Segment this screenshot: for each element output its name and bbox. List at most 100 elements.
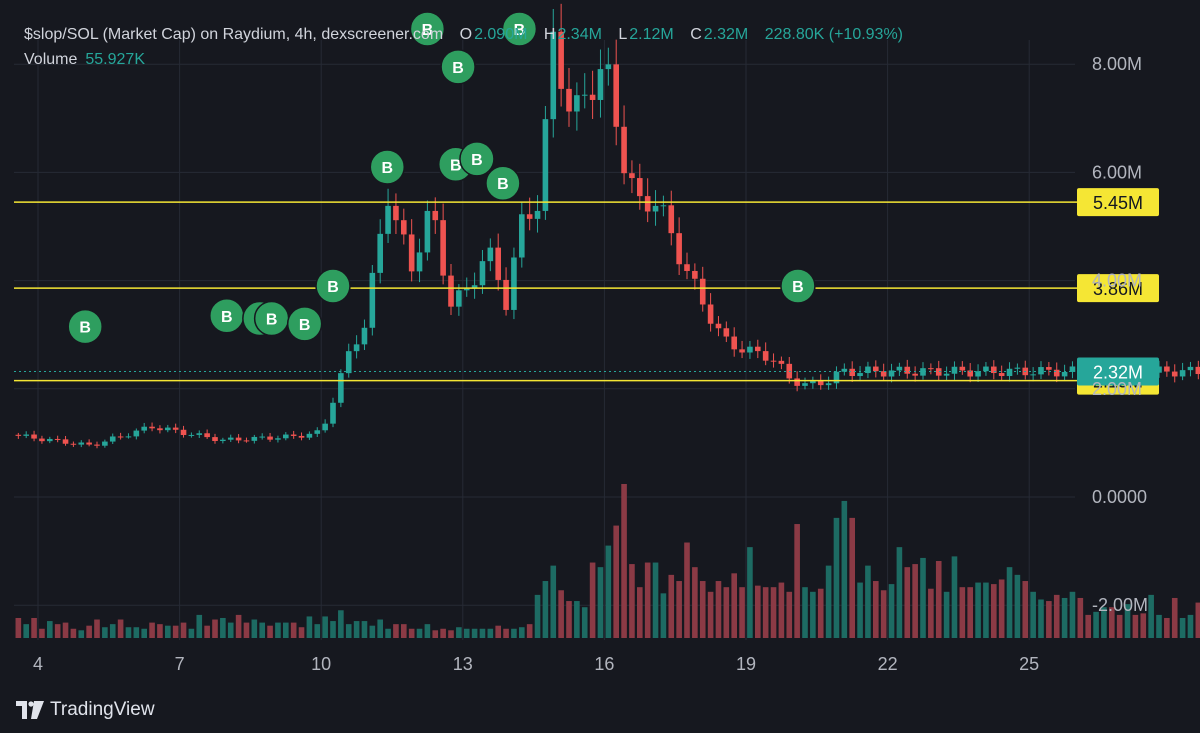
price-level-tag (1077, 274, 1159, 303)
candle-body (157, 428, 163, 431)
volume-bar (243, 622, 250, 638)
volume-bar (581, 607, 588, 638)
buy-marker-label: B (450, 157, 462, 174)
tradingview-branding[interactable]: TradingView (16, 699, 155, 721)
volume-bar (991, 584, 997, 638)
candle-body (605, 64, 612, 70)
volume-bar (1109, 607, 1115, 638)
volume-bar (1093, 611, 1099, 638)
candle-body (1171, 371, 1178, 377)
candle-body (165, 427, 171, 431)
candle-body (810, 380, 816, 384)
volume-bar (1085, 614, 1091, 638)
volume-bar (1069, 591, 1076, 638)
volume-bar (1132, 614, 1139, 638)
candle-body (471, 285, 478, 289)
volume-bar (479, 628, 486, 638)
candle-body (613, 64, 619, 127)
buy-marker-label: B (452, 60, 464, 77)
open-value: 2.090M (474, 26, 528, 43)
candle-body (503, 279, 509, 310)
candle-body (180, 429, 187, 436)
candle-body (322, 423, 328, 431)
candle-body (23, 434, 29, 436)
buy-marker-label: B (299, 317, 311, 334)
buy-marker (315, 268, 351, 304)
volume-bar (833, 517, 840, 638)
candle-body (267, 436, 273, 440)
volume-bar (920, 557, 926, 638)
volume-bar (495, 625, 501, 638)
candle-body (86, 442, 92, 445)
candle-body (912, 373, 918, 376)
candle-body (369, 272, 376, 328)
volume-bar (1006, 567, 1013, 638)
buy-markers[interactable]: BBBBBBBBBBBBBBB (67, 0, 816, 345)
volume-bar (39, 628, 45, 638)
volume-bar (314, 624, 321, 638)
volume-bar (896, 547, 903, 638)
y-tick-label: 4.00M (1092, 271, 1142, 291)
volume-bar (983, 582, 989, 638)
volume-bar (487, 628, 494, 638)
x-tick-label: 22 (878, 654, 898, 674)
volume-bar (566, 601, 572, 638)
candle-body (794, 378, 800, 386)
volume-bar (873, 581, 879, 638)
candle-body (47, 438, 53, 442)
volume-bar (865, 565, 871, 638)
volume-bar (755, 585, 761, 638)
volume-bar (707, 591, 714, 638)
candle-body (432, 210, 439, 221)
candle-body (463, 288, 470, 291)
volume-bar (1124, 604, 1131, 638)
buy-marker-label: B (497, 176, 509, 193)
candle-body (998, 373, 1005, 377)
volume-bar (165, 625, 171, 638)
volume-bar (330, 621, 336, 638)
candle-body (637, 178, 643, 197)
candle-body (983, 366, 989, 372)
candle-body (857, 373, 863, 377)
candle-body (896, 366, 903, 371)
grid-lines (14, 40, 1075, 640)
volume-bar (731, 573, 737, 638)
price-level-tag (1077, 188, 1159, 217)
volume-bar (196, 614, 203, 638)
candle-body (345, 351, 352, 374)
buy-marker-label: B (422, 22, 434, 39)
candle-body (212, 437, 218, 442)
volume-bar (416, 628, 423, 638)
volume-bar (322, 616, 328, 638)
volume-bar (290, 622, 297, 638)
volume-bar (298, 627, 305, 638)
symbol-title[interactable]: $slop/SOL (Market Cap) on Raydium, 4h, d… (24, 26, 444, 43)
candle-body (1006, 368, 1013, 377)
candle-body (755, 346, 761, 352)
candle-body (94, 444, 100, 446)
candle-body (967, 370, 973, 377)
volume-bar (70, 628, 77, 638)
candle-body (78, 442, 85, 445)
volume-label[interactable]: Volume (24, 51, 78, 68)
volume-bar (188, 628, 195, 638)
volume-bar (542, 581, 549, 638)
volume-bar (1140, 613, 1147, 638)
candle-body (495, 247, 501, 280)
candle-body (479, 261, 486, 286)
volume-bar (888, 584, 895, 638)
candle-body (243, 440, 250, 442)
volume-bar (1077, 597, 1084, 638)
buy-marker-label: B (221, 309, 233, 326)
y-axis[interactable]: 12.00M10.00M8.00M6.00M4.00M2.00M0.0000-2… (1092, 0, 1152, 615)
candle-body (408, 234, 415, 272)
candle-body (440, 220, 446, 276)
candle-body (117, 436, 124, 438)
candle-body (817, 380, 824, 386)
volume-bar (629, 564, 635, 638)
buy-marker (67, 308, 103, 345)
x-axis[interactable]: 4 7 10 13 16 19 22 25 (33, 654, 1039, 674)
candle-body (935, 368, 942, 376)
